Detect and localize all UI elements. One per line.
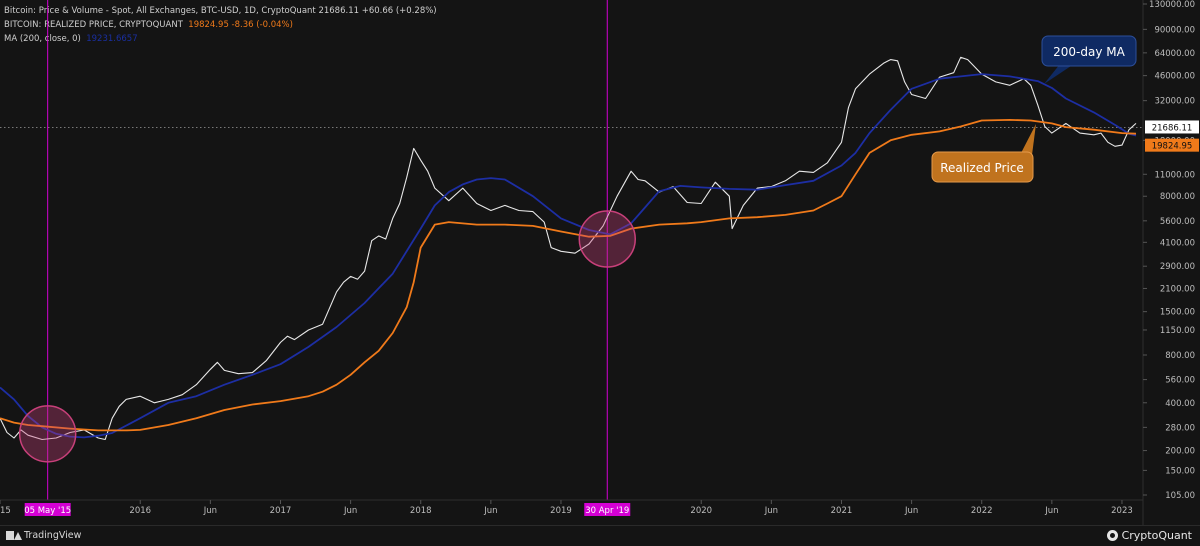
y-tick-label: 8000.00 xyxy=(1160,192,1195,202)
tradingview-logo[interactable]: TradingView xyxy=(6,530,81,541)
x-tick-label: Jun xyxy=(1044,506,1058,516)
y-tick-label: 150.00 xyxy=(1165,466,1195,476)
x-tick-label: 2022 xyxy=(971,506,993,516)
realized-price-tag xyxy=(1145,138,1199,152)
axes-layer: 130000.00 90000.00 64000.00 46000.00 32000.0… xyxy=(0,0,1200,525)
legend-realized-row: BITCOIN: REALIZED PRICE, CRYPTOQUANT 198… xyxy=(4,18,437,32)
y-tick-label: 280.00 xyxy=(1165,423,1195,433)
tradingview-label: TradingView xyxy=(24,530,82,541)
y-tick-label: 5600.00 xyxy=(1160,217,1195,227)
halving-markers xyxy=(47,0,608,500)
realized-callout-box xyxy=(931,151,1034,183)
ma-callout-box xyxy=(1041,35,1137,67)
x-tick-label: Jun xyxy=(483,506,497,516)
y-tick-label: 64000.00 xyxy=(1154,49,1195,59)
y-tick-label: 90000.00 xyxy=(1154,25,1195,35)
x-tick-label: Jun xyxy=(764,506,778,516)
x-tick-label: 2016 xyxy=(129,506,151,516)
y-tick-label: 2100.00 xyxy=(1160,284,1195,294)
halving-date-label: 30 Apr '19 xyxy=(585,506,629,516)
tradingview-logo-icon xyxy=(6,531,22,540)
legend-price-row: Bitcoin: Price & Volume - Spot, All Exch… xyxy=(4,4,437,18)
ma-callout-label: 200-day MA xyxy=(1053,45,1125,59)
y-tick-label: 11000.00 xyxy=(1154,170,1195,180)
x-tick-label: 2015 xyxy=(0,506,11,516)
ma-callout-pointer xyxy=(1044,64,1074,84)
chart-footer: TradingView CryptoQuant xyxy=(0,525,1200,546)
x-tick-label: Jun xyxy=(343,506,357,516)
y-axis-panel xyxy=(1143,0,1200,525)
y-tick-label: 105.00 xyxy=(1165,491,1195,501)
cryptoquant-label: CryptoQuant xyxy=(1121,529,1192,542)
y-tick-label: 400.00 xyxy=(1165,399,1195,409)
x-tick-label: 2018 xyxy=(410,506,432,516)
legend-realized-name: BITCOIN: REALIZED PRICE, CRYPTOQUANT xyxy=(4,20,183,30)
realized-price-tag-label: 19824.95 xyxy=(1152,142,1193,152)
price-chart[interactable]: 130000.00 90000.00 64000.00 46000.00 32000.0… xyxy=(0,0,1200,525)
highlight-circle xyxy=(578,210,637,268)
x-tick-label: 2019 xyxy=(550,506,572,516)
halving-date-tag xyxy=(584,503,631,516)
legend-ma-values: 19231.6657 xyxy=(86,34,138,44)
legend-price-text: Bitcoin: Price & Volume - Spot, All Exch… xyxy=(4,6,437,16)
halving-date-label: 05 May '15 xyxy=(24,506,71,516)
cryptoquant-logo-icon xyxy=(1106,530,1118,541)
y-tick-label: 800.00 xyxy=(1165,351,1195,361)
highlight-circles xyxy=(18,210,637,463)
realized-callout-pointer xyxy=(1020,124,1036,155)
current-price-tag-label: 21686.11 xyxy=(1152,123,1193,133)
y-tick-label: 1150.00 xyxy=(1160,326,1195,336)
chart-legend: Bitcoin: Price & Volume - Spot, All Exch… xyxy=(4,4,437,46)
legend-ma-name: MA (200, close, 0) xyxy=(4,34,81,44)
ma-200-line xyxy=(0,73,1137,439)
x-tick-label: Jun xyxy=(904,506,918,516)
realized-price-line xyxy=(0,119,1137,432)
x-tick-label: 2023 xyxy=(1111,506,1133,516)
y-tick-label: 1500.00 xyxy=(1160,308,1195,318)
legend-ma-row: MA (200, close, 0) 19231.6657 xyxy=(4,32,437,46)
x-tick-label: 2017 xyxy=(270,506,292,516)
current-price-tag xyxy=(1145,120,1199,134)
x-tick-label: 2021 xyxy=(831,506,853,516)
y-tick-label: 130000.00 xyxy=(1149,0,1195,10)
x-tick-label: 2020 xyxy=(690,506,712,516)
x-tick-label: Jun xyxy=(203,506,217,516)
y-tick-label: 560.00 xyxy=(1165,376,1195,386)
price-line xyxy=(0,56,1137,441)
y-tick-label: 46000.00 xyxy=(1154,72,1195,82)
y-tick-label: 200.00 xyxy=(1165,447,1195,457)
highlight-circle xyxy=(18,405,77,463)
cryptoquant-logo: CryptoQuant xyxy=(1106,529,1192,542)
realized-callout-label: Realized Price xyxy=(940,161,1024,175)
y-tick-label: 2900.00 xyxy=(1160,262,1195,272)
halving-date-tag xyxy=(24,503,71,516)
legend-realized-values: 19824.95 -8.36 (-0.04%) xyxy=(188,20,293,30)
series-layer xyxy=(0,56,1137,441)
y-tick-label: 4100.00 xyxy=(1160,238,1195,248)
callouts-layer: 200-day MA Realized Price xyxy=(931,35,1137,183)
y-tick-label: 32000.00 xyxy=(1154,97,1195,107)
